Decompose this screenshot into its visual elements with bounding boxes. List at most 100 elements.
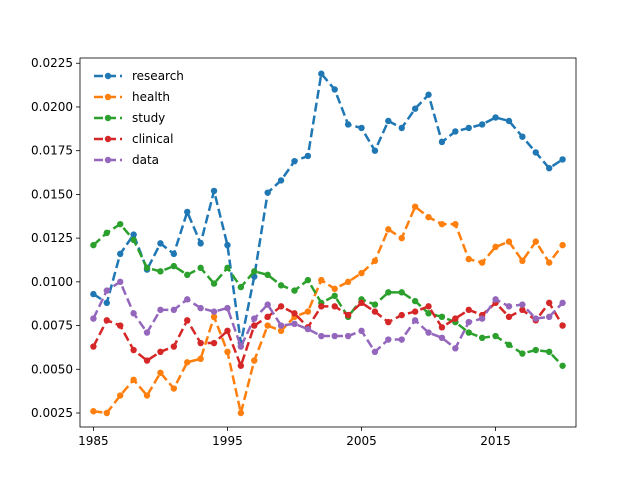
data-point-study xyxy=(90,241,97,249)
data-point-health xyxy=(318,276,325,284)
data-point-health xyxy=(304,308,312,315)
data-point-research xyxy=(117,250,124,258)
data-point-data xyxy=(344,332,352,340)
data-point-research xyxy=(358,124,365,132)
legend-label: study xyxy=(132,111,165,125)
data-point-health xyxy=(224,348,231,355)
legend-marker xyxy=(104,72,112,80)
data-point-study xyxy=(505,341,513,349)
data-point-health xyxy=(344,278,352,286)
data-point-clinical xyxy=(251,322,258,329)
data-point-study xyxy=(438,313,446,321)
data-point-study xyxy=(103,229,111,237)
data-point-data xyxy=(277,322,285,329)
data-point-research xyxy=(532,149,539,156)
data-point-data xyxy=(143,329,151,336)
data-point-clinical xyxy=(130,346,137,354)
data-point-study xyxy=(545,348,553,355)
data-point-study xyxy=(237,283,245,291)
data-point-clinical xyxy=(331,303,338,310)
data-point-study xyxy=(398,289,405,296)
data-point-health xyxy=(505,238,513,245)
data-point-health xyxy=(170,385,178,392)
data-point-clinical xyxy=(559,322,566,329)
data-point-clinical xyxy=(398,311,405,319)
legend-item-clinical: clinical xyxy=(94,132,174,146)
data-point-research xyxy=(304,152,312,160)
y-tick-label: 0.0125 xyxy=(31,231,73,245)
data-point-health xyxy=(130,376,137,383)
data-point-clinical xyxy=(385,318,392,326)
data-point-clinical xyxy=(452,315,459,322)
data-point-health xyxy=(371,257,379,265)
data-point-data xyxy=(559,299,566,307)
data-point-research xyxy=(277,177,285,184)
data-point-health xyxy=(519,257,526,265)
series-study xyxy=(90,220,566,369)
data-point-study xyxy=(478,334,486,342)
data-point-health xyxy=(331,285,338,293)
data-point-study xyxy=(559,362,566,369)
data-point-data xyxy=(103,287,111,294)
data-point-clinical xyxy=(277,303,285,310)
data-point-study xyxy=(130,236,137,244)
data-point-data xyxy=(545,313,553,321)
data-point-health xyxy=(438,220,446,228)
data-point-study xyxy=(117,220,124,228)
data-point-data xyxy=(478,315,486,322)
legend-marker xyxy=(104,156,112,164)
data-point-data xyxy=(452,345,459,352)
data-point-data xyxy=(184,296,191,303)
data-point-health xyxy=(559,241,566,249)
data-point-data xyxy=(237,343,245,350)
legend-marker xyxy=(104,135,112,143)
data-point-study xyxy=(304,276,312,284)
data-point-data xyxy=(130,310,137,317)
data-point-research xyxy=(197,240,204,247)
data-point-research xyxy=(492,114,499,121)
data-point-study xyxy=(143,264,151,272)
data-point-data xyxy=(371,348,379,355)
data-point-clinical xyxy=(358,299,365,307)
data-point-data xyxy=(385,336,392,343)
x-tick-label: 2015 xyxy=(480,434,511,448)
data-point-study xyxy=(157,268,164,275)
data-point-research xyxy=(425,91,432,98)
data-point-research xyxy=(224,241,231,249)
data-point-clinical xyxy=(143,357,151,364)
series-line-data xyxy=(92,280,564,354)
data-point-health xyxy=(492,243,499,251)
data-point-data xyxy=(438,334,446,342)
data-point-data xyxy=(318,332,325,340)
data-point-clinical xyxy=(197,339,204,347)
data-point-data xyxy=(197,304,204,312)
data-point-data xyxy=(398,336,405,343)
legend-label: clinical xyxy=(132,132,174,146)
data-point-health xyxy=(157,369,164,376)
legend-marker xyxy=(104,93,112,101)
data-point-clinical xyxy=(291,310,298,317)
data-point-health xyxy=(90,408,97,415)
data-point-health xyxy=(251,357,258,364)
y-tick-label: 0.0175 xyxy=(31,144,73,158)
data-point-clinical xyxy=(90,343,97,350)
y-tick-label: 0.0100 xyxy=(31,275,73,289)
data-point-clinical xyxy=(117,322,124,329)
legend: research health study clinical data xyxy=(94,69,184,167)
data-point-clinical xyxy=(170,343,178,350)
data-point-study xyxy=(465,329,472,336)
data-point-clinical xyxy=(224,327,231,335)
data-point-study xyxy=(224,264,231,272)
legend-item-health: health xyxy=(94,90,170,104)
data-point-health xyxy=(184,359,191,366)
data-point-study xyxy=(197,264,204,272)
data-point-health xyxy=(210,313,218,321)
legend-item-data: data xyxy=(94,153,159,167)
data-point-data xyxy=(291,320,298,328)
series-line-health xyxy=(93,205,564,415)
y-tick-label: 0.0225 xyxy=(31,56,73,70)
data-point-data xyxy=(157,306,164,314)
data-point-study xyxy=(371,301,379,308)
